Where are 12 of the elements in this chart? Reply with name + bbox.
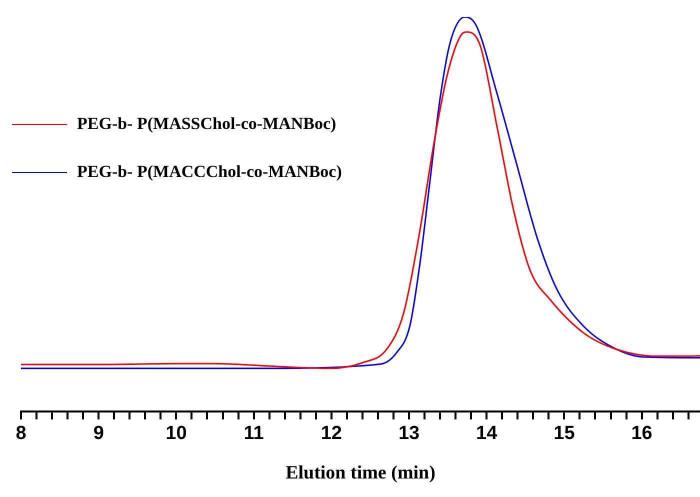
x-tick-label: 9 <box>93 423 104 444</box>
x-tick-label: 8 <box>16 423 26 444</box>
x-tick-label: 13 <box>398 423 420 444</box>
legend-label: PEG-b- P(MACCChol-co-MANBoc) <box>77 162 342 182</box>
x-tick-label: 14 <box>476 423 498 444</box>
x-tick-label: 15 <box>554 423 576 444</box>
x-tick-label: 11 <box>244 423 264 444</box>
x-tick-label: 12 <box>320 423 342 444</box>
x-tick-label: 16 <box>631 423 652 444</box>
x-tick-label: 10 <box>166 423 187 444</box>
legend-label: PEG-b- P(MASSChol-co-MANBoc) <box>77 114 336 134</box>
x-axis-title: Elution time (min) <box>286 462 436 484</box>
